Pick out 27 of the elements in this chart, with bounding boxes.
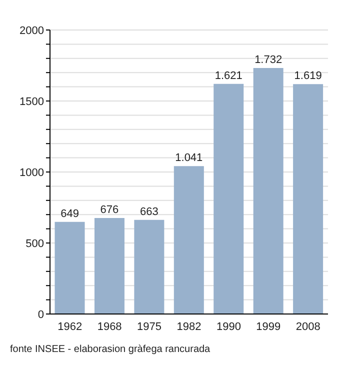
x-tick-label: 1975 xyxy=(137,320,162,333)
x-tick-label: 2008 xyxy=(296,320,320,333)
data-label: 1.619 xyxy=(294,70,322,82)
x-tick-label: 1982 xyxy=(176,320,202,333)
x-tick-label: 1990 xyxy=(216,320,241,333)
bar xyxy=(94,218,124,314)
x-tick-label: 1962 xyxy=(58,320,82,333)
y-tick-label: 500 xyxy=(26,238,44,250)
y-tick-label: 1500 xyxy=(20,96,44,108)
bar xyxy=(134,220,164,314)
y-tick-label: 1000 xyxy=(20,166,44,179)
data-label: 1.732 xyxy=(254,54,282,66)
bar xyxy=(293,84,324,314)
bar xyxy=(253,68,284,314)
bar xyxy=(54,222,85,314)
y-tick-label: 0 xyxy=(38,308,44,321)
bar xyxy=(214,84,244,314)
data-label: 663 xyxy=(140,206,158,218)
data-label: 1.041 xyxy=(175,152,203,164)
source-note: fonte INSEE - elaborasion gràfega rancurada xyxy=(10,344,212,355)
x-tick-label: 1999 xyxy=(256,320,281,333)
data-label: 1.621 xyxy=(214,70,242,82)
x-tick-label: 1968 xyxy=(97,320,122,333)
y-tick-label: 2000 xyxy=(20,24,44,37)
data-label: 649 xyxy=(60,208,79,220)
bar xyxy=(174,166,204,314)
data-label: 676 xyxy=(100,204,119,216)
